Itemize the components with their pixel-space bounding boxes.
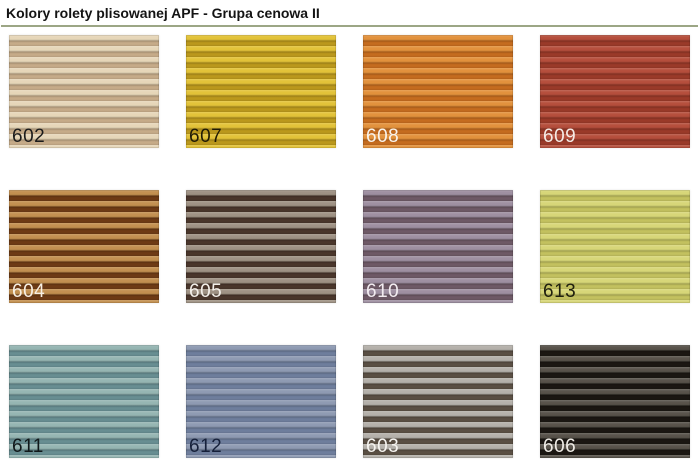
swatch-code: 605 xyxy=(189,281,223,303)
swatch-code: 612 xyxy=(189,436,223,458)
swatch-code: 603 xyxy=(366,436,400,458)
swatch-611: 611 xyxy=(9,345,159,458)
swatch-code: 610 xyxy=(366,281,400,303)
swatch-code: 606 xyxy=(543,436,577,458)
swatch-code: 607 xyxy=(189,126,223,148)
swatch-602: 602 xyxy=(9,35,159,148)
swatch-code: 609 xyxy=(543,126,577,148)
swatch-608: 608 xyxy=(363,35,513,148)
swatch-606: 606 xyxy=(540,345,690,458)
swatch-code: 602 xyxy=(12,126,46,148)
swatch-610: 610 xyxy=(363,190,513,303)
swatch-612: 612 xyxy=(186,345,336,458)
swatch-603: 603 xyxy=(363,345,513,458)
swatch-code: 611 xyxy=(12,436,44,458)
swatch-grid: 602 607 608 609 604 605 610 613 611 612 … xyxy=(9,35,700,458)
swatch-code: 608 xyxy=(366,126,400,148)
swatch-605: 605 xyxy=(186,190,336,303)
swatch-code: 604 xyxy=(12,281,46,303)
swatch-code: 613 xyxy=(543,281,577,303)
title-divider xyxy=(1,25,698,27)
swatch-604: 604 xyxy=(9,190,159,303)
page-title: Kolory rolety plisowanej APF - Grupa cen… xyxy=(6,5,320,21)
swatch-609: 609 xyxy=(540,35,690,148)
swatch-607: 607 xyxy=(186,35,336,148)
swatch-613: 613 xyxy=(540,190,690,303)
